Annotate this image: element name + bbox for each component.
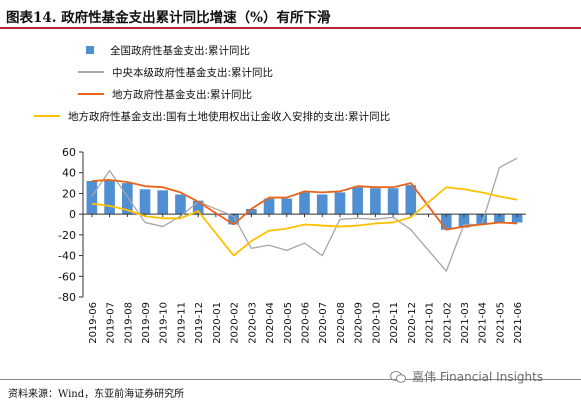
bar-2019-11 <box>175 194 186 215</box>
line-series-group <box>91 157 518 272</box>
x-tick-label: 2020-02 <box>230 302 241 344</box>
y-tick-label: 40 <box>62 167 76 180</box>
x-tick-label: 2020-11 <box>389 302 400 344</box>
title-rule <box>0 27 581 29</box>
figure-title-bar: 图表14. 政府性基金支出累计同比增速（%）有所下滑 <box>0 0 581 30</box>
bar-2020-04 <box>263 198 275 215</box>
legend-item-central: 中央本级政府性基金支出:累计同比 <box>78 62 273 82</box>
x-tick-label: 2019-11 <box>176 302 187 344</box>
x-tick-label: 2021-06 <box>513 302 524 344</box>
x-tick-label: 2020-08 <box>336 302 347 344</box>
x-tick-label: 2019-12 <box>194 302 205 344</box>
x-tick-label: 2021-02 <box>442 302 453 344</box>
bar-2019-07 <box>104 181 115 215</box>
legend-item-local: 地方政府性基金支出:累计同比 <box>78 84 252 104</box>
legend-label-national: 全国政府性基金支出:累计同比 <box>110 44 251 57</box>
bar-2020-05 <box>281 198 293 215</box>
line-series-1 <box>91 157 518 272</box>
y-tick-label: 0 <box>69 208 76 221</box>
bar-2021-02 <box>440 214 452 230</box>
x-tick-label: 2020-07 <box>318 302 329 344</box>
bar-2019-09 <box>139 189 151 215</box>
x-tick-label: 2020-05 <box>283 302 294 344</box>
bar-2019-06 <box>86 181 98 215</box>
line-series-3 <box>91 186 518 257</box>
x-tick-label: 2021-05 <box>495 302 506 344</box>
bar-2021-05 <box>494 214 505 223</box>
watermark: 嘉伟 Financial Insights <box>390 368 543 385</box>
legend-label-land: 地方政府性基金支出:国有土地使用权出让金收入安排的支出:累计同比 <box>68 110 391 123</box>
x-tick-label: 2020-06 <box>301 302 312 344</box>
bar-2020-09 <box>352 187 363 215</box>
source-note: 资料来源：Wind，东亚前海证券研究所 <box>8 389 185 400</box>
x-tick-label: 2020-09 <box>354 302 365 344</box>
x-tick-label: 2020-03 <box>247 302 258 344</box>
y-tick-label: -60 <box>58 270 76 283</box>
bar-2020-10 <box>370 188 381 215</box>
chart-axes: 60 40 20 0 -20 -40 -60 -80 2019-06 2019-07 2019-08… <box>58 146 526 344</box>
y-tick-label: 60 <box>62 146 76 159</box>
x-tick-label: 2020-04 <box>265 302 276 344</box>
legend-label-local: 地方政府性基金支出:累计同比 <box>112 88 253 101</box>
y-tick-label: -40 <box>58 250 76 263</box>
bar-2021-04 <box>476 214 488 225</box>
x-tick-label: 2021-04 <box>478 302 489 344</box>
bar-2021-03 <box>458 214 470 228</box>
line-series-2 <box>91 179 518 231</box>
source-rule <box>0 379 581 380</box>
x-tick-label: 2019-06 <box>88 302 99 344</box>
bar-2020-06 <box>299 192 310 215</box>
bar-2019-08 <box>121 183 133 215</box>
y-tick-label: -80 <box>58 291 76 304</box>
bar-2020-07 <box>316 194 328 215</box>
figure-title: 图表14. 政府性基金支出累计同比增速（%）有所下滑 <box>6 10 331 26</box>
bar-2019-12 <box>192 200 204 215</box>
legend-item-national: 全国政府性基金支出:累计同比 <box>78 40 250 60</box>
chat-bubble-icon <box>390 370 406 383</box>
x-tick-label: 2019-10 <box>159 302 170 344</box>
x-tick-label: 2020-10 <box>371 302 382 344</box>
legend-swatch-land <box>34 115 60 117</box>
y-tick-label: 20 <box>62 187 76 200</box>
bar-2020-03 <box>246 208 257 215</box>
x-tick-label: 2019-08 <box>123 302 134 344</box>
bar-2020-11 <box>387 188 399 215</box>
x-tick-label: 2021-03 <box>460 302 471 344</box>
x-tick-label: 2019-09 <box>141 302 152 344</box>
bar-2020-12 <box>405 185 417 215</box>
x-tick-label: 2020-01 <box>212 302 223 344</box>
watermark-text: 嘉伟 Financial Insights <box>412 370 544 384</box>
legend-label-central: 中央本级政府性基金支出:累计同比 <box>112 66 274 79</box>
y-tick-label: -20 <box>58 229 76 242</box>
bar-2019-10 <box>157 190 169 215</box>
x-tick-label: 2019-07 <box>106 302 117 344</box>
bar-2021-06 <box>511 214 523 223</box>
bar-2020-08 <box>334 192 346 215</box>
bar-series-national <box>86 181 523 230</box>
x-tick-label: 2020-12 <box>407 302 418 344</box>
bar-2020-02 <box>228 214 239 225</box>
legend-item-land: 地方政府性基金支出:国有土地使用权出让金收入安排的支出:累计同比 <box>34 106 390 126</box>
legend-swatch-local <box>78 93 104 95</box>
x-tick-label: 2021-01 <box>425 302 436 344</box>
legend-swatch-central <box>78 71 104 73</box>
legend-swatch-national <box>86 46 94 54</box>
